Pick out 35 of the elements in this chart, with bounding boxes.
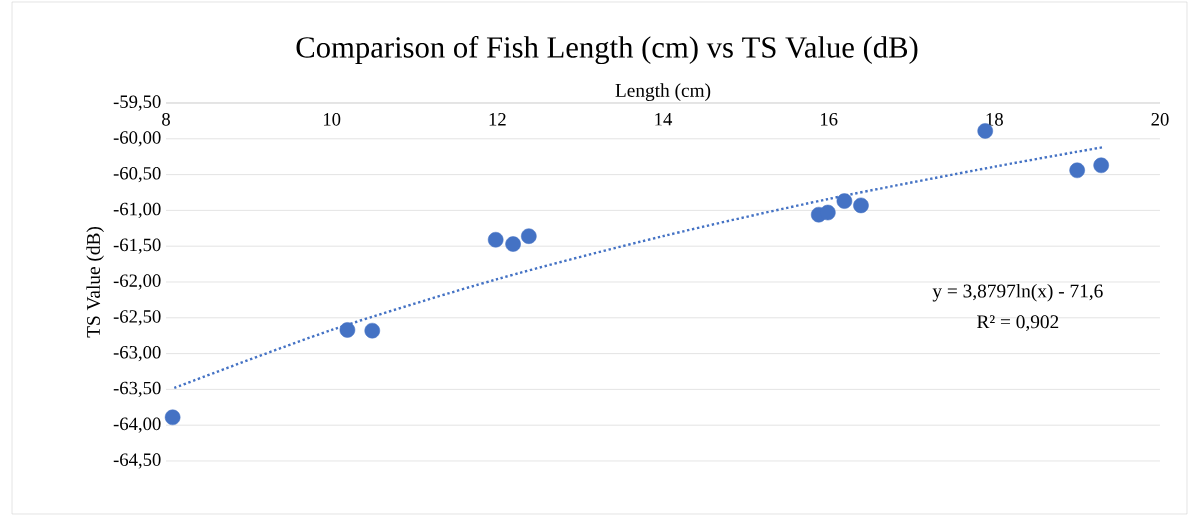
x-tick-label: 14 <box>655 113 673 126</box>
y-tick-label: -59,50 <box>113 95 161 111</box>
point <box>364 322 381 339</box>
y-tick-label: -63,00 <box>113 345 161 362</box>
point <box>505 236 521 252</box>
point <box>164 409 181 426</box>
line-series <box>173 146 1104 390</box>
x-axis-title: Length (cm) <box>615 83 711 101</box>
x-tick-label: 18 <box>986 113 1003 126</box>
y-tick-label: -64,00 <box>113 417 161 433</box>
point <box>1069 162 1085 179</box>
y-tick-label: -62,00 <box>113 274 161 290</box>
x-tick-label: 8 <box>162 113 170 126</box>
point <box>339 322 356 338</box>
point <box>487 231 504 248</box>
point <box>853 197 869 214</box>
point <box>1093 157 1109 174</box>
y-tick-label: -61,00 <box>113 202 161 219</box>
y-tick-label: -64,50 <box>113 453 161 469</box>
x-tick-label: 12 <box>489 113 506 126</box>
y-tick-label: -60,00 <box>113 131 161 147</box>
x-tick-label: 20 <box>1151 113 1169 126</box>
y-tick-label: -62,50 <box>113 310 161 326</box>
point <box>521 228 537 244</box>
point <box>820 204 836 221</box>
chart-title: Comparison of Fish Length (cm) vs TS Value (dB) <box>296 35 918 65</box>
x-tick-label: 16 <box>820 113 838 126</box>
y-tick-label: -63,50 <box>113 381 161 398</box>
point <box>836 193 853 209</box>
y-tick-label: -60,50 <box>113 166 161 183</box>
annotation: R² = 0,902 <box>977 315 1059 332</box>
y-tick-label: -61,50 <box>113 238 161 254</box>
y-axis-title: TS Value (dB) <box>86 227 104 338</box>
x-tick-label: 10 <box>323 113 341 126</box>
annotation: y = 3,8797ln(x) - 71,6 <box>932 283 1103 302</box>
